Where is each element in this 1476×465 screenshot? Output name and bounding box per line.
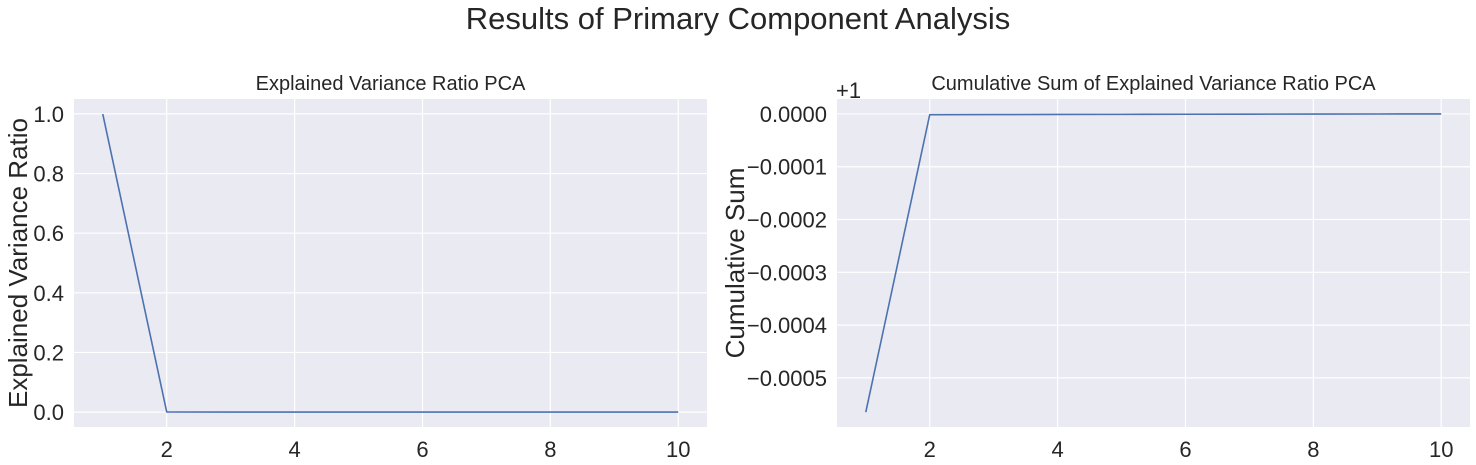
data-point	[1184, 113, 1186, 115]
x-tick-label: 8	[544, 437, 556, 462]
x-tick-label: 2	[924, 437, 936, 462]
y-tick-label: −0.0003	[747, 260, 827, 285]
y-tick-label: 0.4	[33, 281, 64, 306]
data-point	[992, 113, 994, 115]
y-tick-label: −0.0004	[747, 313, 827, 338]
data-point	[485, 411, 487, 413]
data-point	[102, 113, 104, 115]
data-point	[1120, 113, 1122, 115]
chart-title: Explained Variance Ratio PCA	[256, 73, 526, 95]
y-tick-label: −0.0002	[747, 208, 827, 233]
y-tick-label: 0.2	[33, 340, 64, 365]
x-tick-label: 2	[161, 437, 173, 462]
chart-cumulative-sum: 2 4 6 8 10 0.0000 −0.0001 −0.0002 −0.0003 −0.0004…	[720, 73, 1470, 462]
data-point	[357, 411, 359, 413]
y-tick-label: −0.0005	[747, 366, 827, 391]
y-tick-label: 0.6	[33, 221, 64, 246]
series-line	[101, 113, 679, 413]
data-point	[549, 411, 551, 413]
data-point	[166, 411, 168, 413]
y-tick-label: 1.0	[33, 102, 64, 127]
y-axis-label: Cumulative Sum	[720, 168, 750, 359]
data-point	[421, 411, 423, 413]
x-tick-label: 10	[1429, 437, 1453, 462]
figure-suptitle: Results of Primary Component Analysis	[466, 1, 1010, 36]
x-tick-label: 8	[1307, 437, 1319, 462]
data-point	[613, 411, 615, 413]
data-point	[1376, 113, 1378, 115]
x-tick-label: 10	[666, 437, 690, 462]
data-point	[293, 411, 295, 413]
y-axis-label: Explained Variance Ratio	[3, 118, 33, 408]
plot-area	[74, 99, 707, 427]
y-tick-label: 0.0	[33, 400, 64, 425]
data-point	[929, 114, 931, 116]
data-point	[1312, 113, 1314, 115]
data-point	[1248, 113, 1250, 115]
series-line	[864, 113, 1442, 413]
data-point	[677, 411, 679, 413]
x-tick-label: 4	[288, 437, 300, 462]
x-tick-label: 4	[1051, 437, 1063, 462]
data-point	[1440, 113, 1442, 115]
y-offset-text: +1	[836, 78, 861, 103]
data-point	[1056, 113, 1058, 115]
x-tick-label: 6	[416, 437, 428, 462]
y-tick-label: 0.8	[33, 162, 64, 187]
y-tick-label: −0.0001	[747, 155, 827, 180]
data-point	[865, 411, 867, 413]
y-tick-label: 0.0000	[760, 102, 827, 127]
chart-title: Cumulative Sum of Explained Variance Rat…	[931, 73, 1376, 95]
plot-area	[837, 99, 1470, 427]
data-point	[229, 411, 231, 413]
x-tick-label: 6	[1179, 437, 1191, 462]
